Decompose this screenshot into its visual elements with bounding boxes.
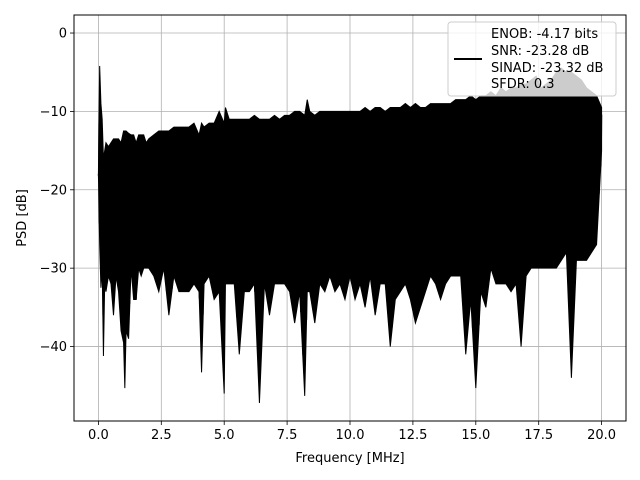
series-psd-line xyxy=(97,70,603,366)
x-tick-label: 12.5 xyxy=(398,428,427,443)
y-tick-label: −20 xyxy=(40,183,67,198)
x-tick-label: 10.0 xyxy=(336,428,365,443)
y-axis-ticks: 0 −10 −20 −30 −40 xyxy=(40,27,74,355)
x-tick-label: 0.0 xyxy=(88,428,109,443)
y-tick-label: −40 xyxy=(40,340,67,355)
x-axis-label: Frequency [MHz] xyxy=(295,451,404,466)
legend-entry-sinad: SINAD: -23.32 dB xyxy=(491,61,603,76)
legend-box xyxy=(447,21,617,97)
y-tick-label: 0 xyxy=(59,27,67,42)
legend-entry-enob: ENOB: -4.17 bits xyxy=(491,27,598,42)
x-tick-label: 7.5 xyxy=(277,428,298,443)
x-axis-ticks: 0.0 2.5 5.0 7.5 10.0 12.5 15.0 17.5 20.0 xyxy=(88,421,616,443)
y-tick-label: −10 xyxy=(40,105,67,120)
x-tick-label: 5.0 xyxy=(214,428,235,443)
x-tick-label: 15.0 xyxy=(461,428,490,443)
y-axis-label: PSD [dB] xyxy=(15,189,30,247)
x-tick-label: 2.5 xyxy=(151,428,172,443)
y-tick-label: −30 xyxy=(40,262,67,277)
legend: ENOB: -4.17 bits SNR: -23.28 dB SINAD: -… xyxy=(447,21,617,97)
legend-entry-snr: SNR: -23.28 dB xyxy=(491,44,589,59)
x-tick-label: 20.0 xyxy=(587,428,616,443)
plot-area xyxy=(97,65,603,403)
x-tick-label: 17.5 xyxy=(524,428,553,443)
legend-entry-sfdr: SFDR: 0.3 xyxy=(491,77,555,92)
